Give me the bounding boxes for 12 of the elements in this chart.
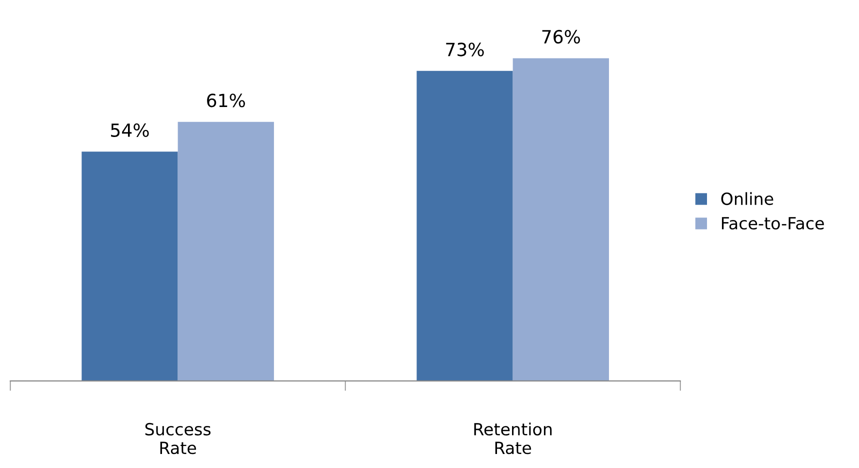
data-label: 61% (207, 94, 245, 108)
legend-label: Face-to-Face (722, 217, 824, 230)
bar (416, 70, 513, 381)
x-tick-label: Retention Rate (474, 422, 552, 454)
legend-label: Online (721, 192, 774, 206)
data-label: 54% (111, 123, 149, 138)
x-tick-label: Success Rate (145, 422, 211, 454)
data-label: 76% (542, 30, 580, 44)
data-label: 73% (446, 42, 484, 56)
bar (82, 152, 178, 381)
bar (512, 58, 609, 381)
bar (178, 122, 274, 381)
